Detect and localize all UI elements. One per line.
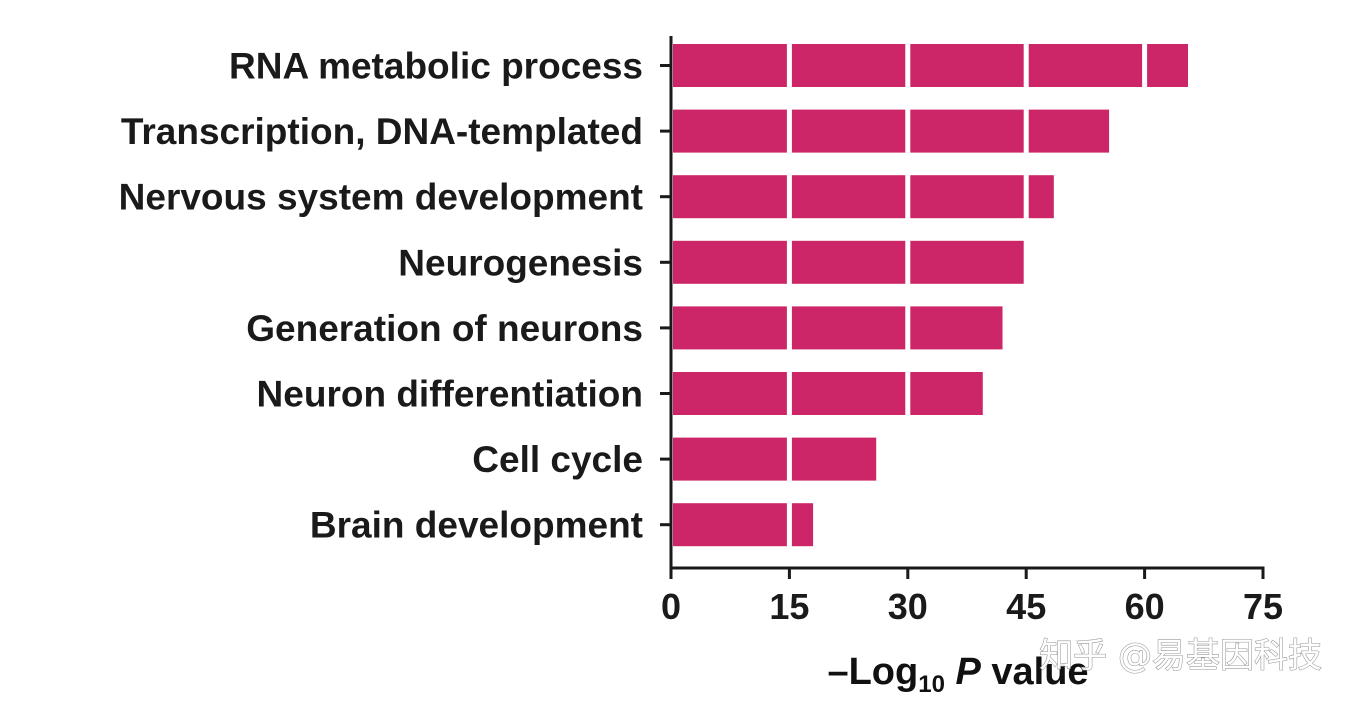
x-axis-title-subscript: 10 xyxy=(918,671,945,698)
bar xyxy=(673,175,1054,219)
watermark-text: 知乎 @易基因科技 xyxy=(1039,636,1322,676)
bar xyxy=(673,437,877,481)
category-label: Brain development xyxy=(310,505,643,546)
x-axis-title: –Log10 P value xyxy=(827,651,1088,698)
category-labels-layer: RNA metabolic process Transcription, DNA-… xyxy=(119,46,643,546)
bar xyxy=(673,240,1027,284)
bar xyxy=(673,109,1110,153)
x-tick-label: 45 xyxy=(1006,586,1046,627)
category-label: Neuron differentiation xyxy=(257,374,643,415)
x-tick-label: 30 xyxy=(888,586,928,627)
x-axis-title-suffix: value xyxy=(981,651,1089,693)
x-tick-label: 0 xyxy=(661,586,681,627)
category-label: Transcription, DNA-templated xyxy=(121,111,643,152)
x-tick-label: 60 xyxy=(1125,586,1165,627)
bar xyxy=(673,372,983,415)
bars-layer xyxy=(673,36,1189,566)
x-tick-label: 15 xyxy=(769,586,809,627)
x-axis: 0 15 30 45 60 75 xyxy=(660,36,1283,627)
bar xyxy=(673,503,814,547)
x-axis-title-prefix: –Log xyxy=(827,651,918,693)
category-label: Generation of neurons xyxy=(246,308,643,349)
category-label: Cell cycle xyxy=(472,439,643,480)
x-tick-label: 75 xyxy=(1243,586,1283,627)
bar xyxy=(673,44,1189,87)
x-axis-title-italic: P xyxy=(945,651,982,693)
bar xyxy=(673,306,1003,350)
category-label: Neurogenesis xyxy=(398,242,643,283)
category-label: Nervous system development xyxy=(119,177,643,218)
category-label: RNA metabolic process xyxy=(229,46,643,87)
